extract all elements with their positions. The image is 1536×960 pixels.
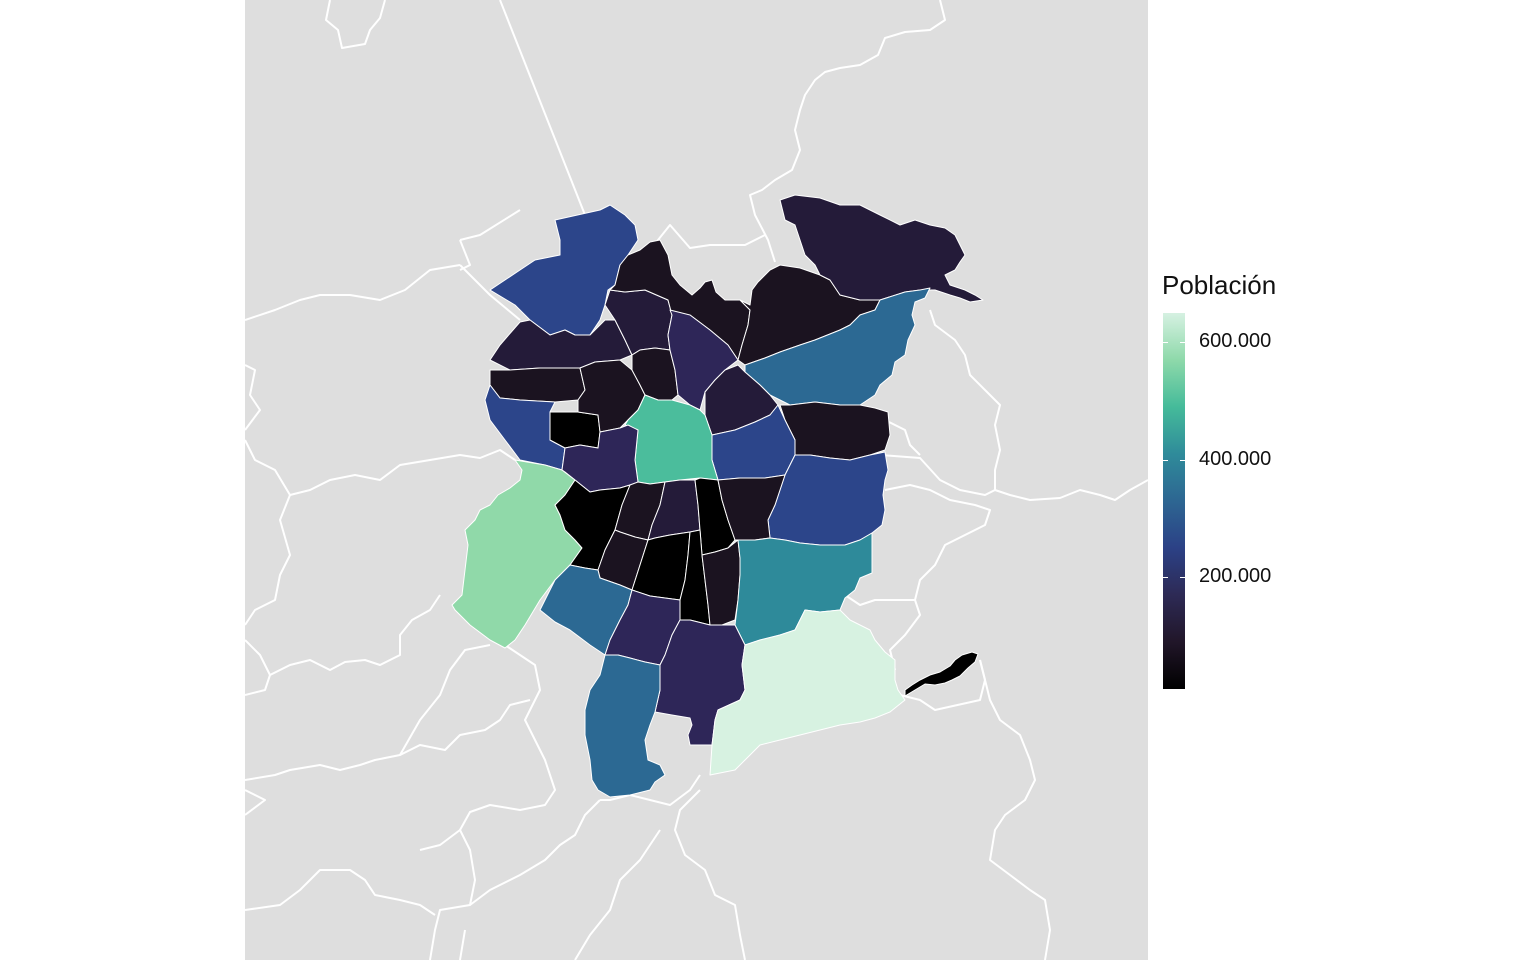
legend-title: Población [1162, 270, 1277, 300]
commune-region [624, 394, 719, 485]
commune-region [549, 411, 601, 449]
commune-region [694, 477, 736, 556]
commune-region [489, 367, 586, 403]
commune-region [584, 654, 666, 798]
commune-region [717, 474, 786, 541]
legend-tick-label: 600.000 [1199, 330, 1272, 353]
legend: Población 600.000 400.000 200.000 [1160, 268, 1360, 708]
background-boundaries [245, 0, 1148, 960]
commune-region [904, 651, 979, 697]
map-panel [245, 0, 1148, 960]
commune-region [631, 347, 679, 401]
communes-layer [451, 194, 984, 798]
commune-region [779, 401, 891, 461]
commune-region [779, 194, 984, 303]
commune-region [667, 309, 739, 411]
choropleth-map [245, 0, 1148, 960]
legend-colorbar [1163, 313, 1185, 689]
legend-tick-label: 400.000 [1199, 447, 1272, 470]
commune-region [709, 609, 906, 776]
legend-tick-label: 200.000 [1199, 565, 1272, 588]
